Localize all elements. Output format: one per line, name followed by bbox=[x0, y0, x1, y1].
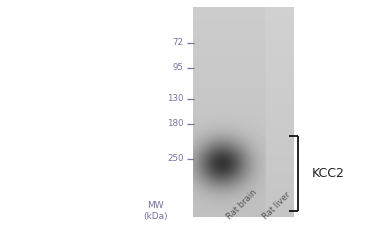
Text: 250: 250 bbox=[167, 154, 184, 163]
Text: 95: 95 bbox=[173, 63, 184, 72]
Text: 180: 180 bbox=[167, 119, 184, 128]
Text: Rat brain: Rat brain bbox=[224, 188, 258, 221]
Text: KCC2: KCC2 bbox=[312, 167, 345, 180]
Text: 72: 72 bbox=[172, 38, 184, 47]
Text: MW
(kDa): MW (kDa) bbox=[144, 201, 168, 221]
Text: Rat liver: Rat liver bbox=[261, 190, 293, 221]
Text: 130: 130 bbox=[167, 94, 184, 103]
